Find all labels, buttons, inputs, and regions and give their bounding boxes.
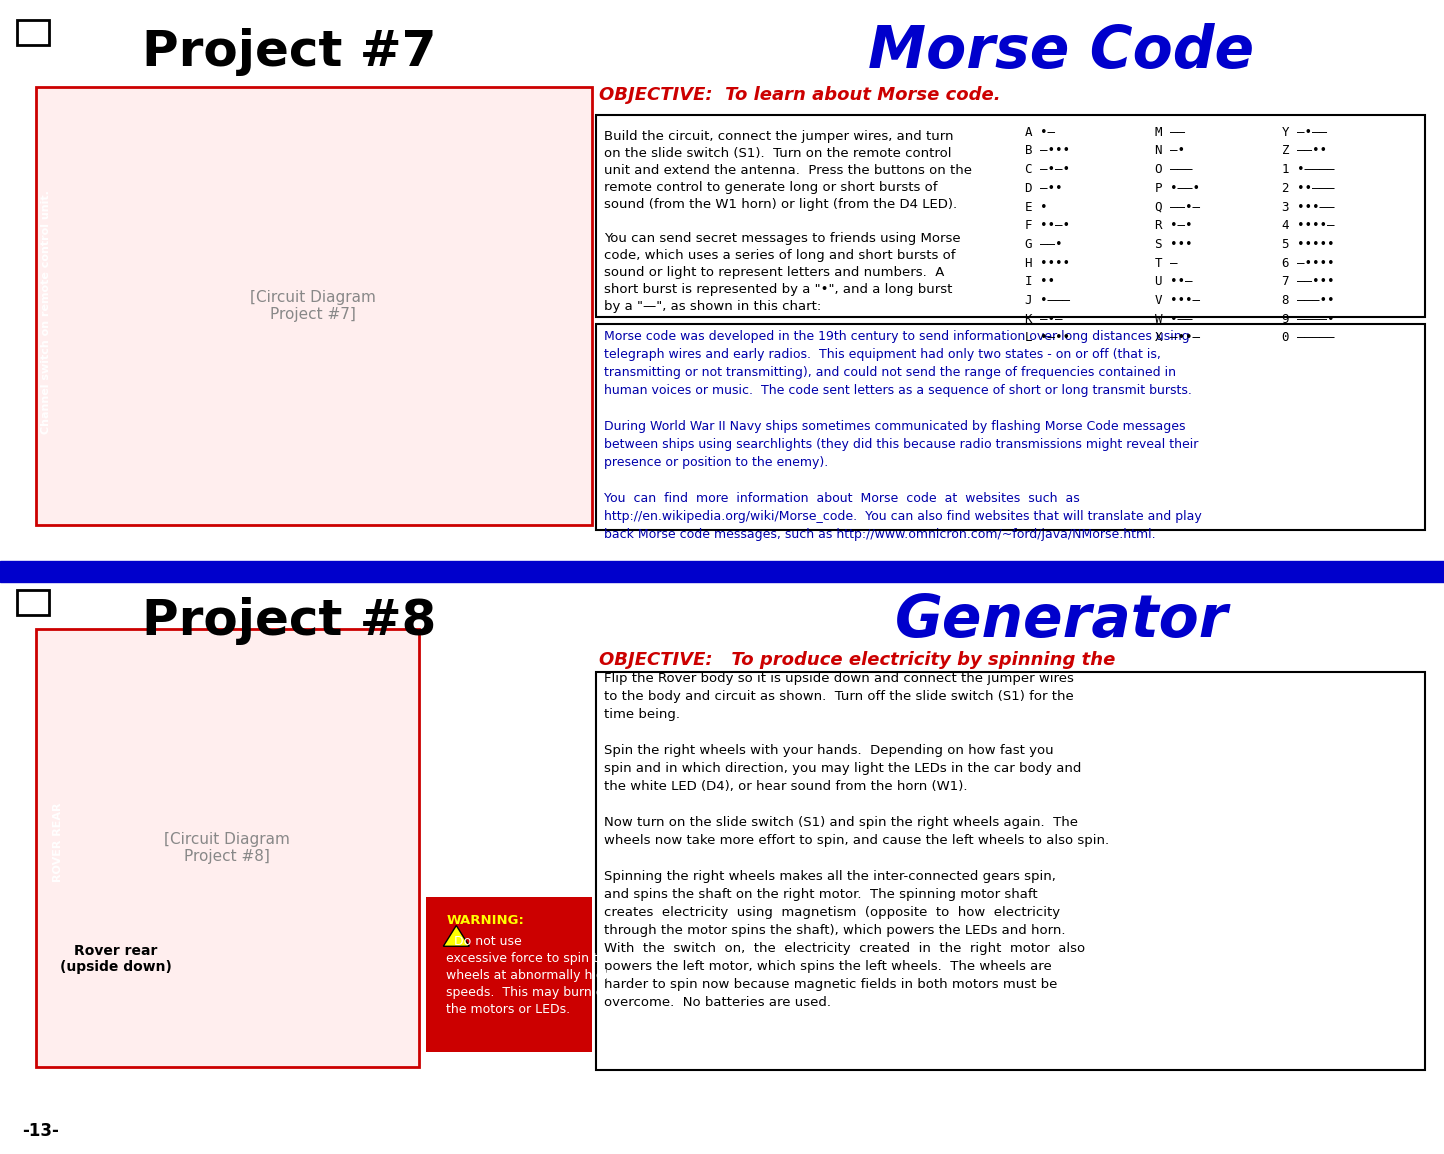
Text: Morse code was developed in the 19th century to send information over long dista: Morse code was developed in the 19th cen…	[604, 330, 1201, 541]
Text: Q ——•—: Q ——•—	[1155, 201, 1200, 213]
Polygon shape	[443, 926, 469, 946]
Text: F ••—•: F ••—•	[1025, 219, 1070, 232]
Text: ROVER REAR: ROVER REAR	[53, 803, 62, 882]
Bar	[426, 897, 592, 1052]
Text: C —•—•: C —•—•	[1025, 163, 1070, 177]
Text: 5 •••••: 5 •••••	[1282, 238, 1334, 250]
Text: G ——•: G ——•	[1025, 238, 1063, 250]
Text: Do not use
excessive force to spin the
wheels at abnormally high
speeds.  This m: Do not use excessive force to spin the w…	[446, 935, 617, 1016]
Text: O ———: O ———	[1155, 163, 1193, 177]
Bar	[36, 87, 592, 525]
Text: D —••: D —••	[1025, 182, 1063, 195]
Text: 1 •————: 1 •————	[1282, 163, 1334, 177]
Text: Flip the Rover body so it is upside down and connect the jumper wires
to the bod: Flip the Rover body so it is upside down…	[604, 672, 1109, 1009]
Text: L •—••: L •—••	[1025, 331, 1070, 344]
Text: 0 —————: 0 —————	[1282, 331, 1334, 344]
Text: V •••—: V •••—	[1155, 294, 1200, 307]
Bar	[36, 629, 419, 1067]
Text: S •••: S •••	[1155, 238, 1193, 250]
Text: Project #7: Project #7	[142, 28, 436, 76]
Text: 6 —••••: 6 —••••	[1282, 256, 1334, 270]
Text: B —•••: B —•••	[1025, 144, 1070, 157]
Text: N —•: N —•	[1155, 144, 1186, 157]
Text: J •———: J •———	[1025, 294, 1070, 307]
Text: X —••—: X —••—	[1155, 331, 1200, 344]
Text: 2 ••———: 2 ••———	[1282, 182, 1334, 195]
Text: T —: T —	[1155, 256, 1178, 270]
Text: H ••••: H ••••	[1025, 256, 1070, 270]
Text: U ••—: U ••—	[1155, 276, 1193, 288]
Text: Project #8: Project #8	[142, 597, 436, 645]
Text: WARNING:: WARNING:	[446, 914, 524, 927]
Text: Z ——••: Z ——••	[1282, 144, 1327, 157]
Text: [Circuit Diagram
Project #7]: [Circuit Diagram Project #7]	[250, 290, 377, 322]
Bar	[17, 590, 49, 615]
Text: A •—: A •—	[1025, 126, 1056, 138]
Text: Y —•——: Y —•——	[1282, 126, 1327, 138]
Text: [Circuit Diagram
Project #8]: [Circuit Diagram Project #8]	[163, 832, 290, 864]
Text: 9 ————•: 9 ————•	[1282, 313, 1334, 325]
Text: OBJECTIVE:  To learn about Morse code.: OBJECTIVE: To learn about Morse code.	[599, 85, 1001, 104]
Bar	[596, 672, 1425, 1070]
Text: -13-: -13-	[22, 1122, 59, 1140]
Text: 4 ••••—: 4 ••••—	[1282, 219, 1334, 232]
Bar	[596, 115, 1425, 317]
Text: OBJECTIVE:   To produce electricity by spinning the: OBJECTIVE: To produce electricity by spi…	[599, 651, 1116, 669]
Text: Rover rear
(upside down): Rover rear (upside down)	[59, 944, 172, 974]
Text: Generator: Generator	[895, 592, 1227, 650]
Text: Morse Code: Morse Code	[868, 23, 1255, 81]
Text: E •: E •	[1025, 201, 1048, 213]
Text: K —•—: K —•—	[1025, 313, 1063, 325]
Text: I ••: I ••	[1025, 276, 1056, 288]
Text: P •——•: P •——•	[1155, 182, 1200, 195]
Text: 3 •••——: 3 •••——	[1282, 201, 1334, 213]
Text: Channel switch on remote control unit.: Channel switch on remote control unit.	[42, 189, 51, 434]
Text: 7 ——•••: 7 ——•••	[1282, 276, 1334, 288]
Text: R •—•: R •—•	[1155, 219, 1193, 232]
Text: M ——: M ——	[1155, 126, 1186, 138]
Bar	[17, 20, 49, 45]
Bar	[596, 324, 1425, 530]
Bar	[0, 561, 1444, 582]
Text: W •——: W •——	[1155, 313, 1193, 325]
Text: Build the circuit, connect the jumper wires, and turn
on the slide switch (S1). : Build the circuit, connect the jumper wi…	[604, 130, 972, 314]
Text: 8 ———••: 8 ———••	[1282, 294, 1334, 307]
